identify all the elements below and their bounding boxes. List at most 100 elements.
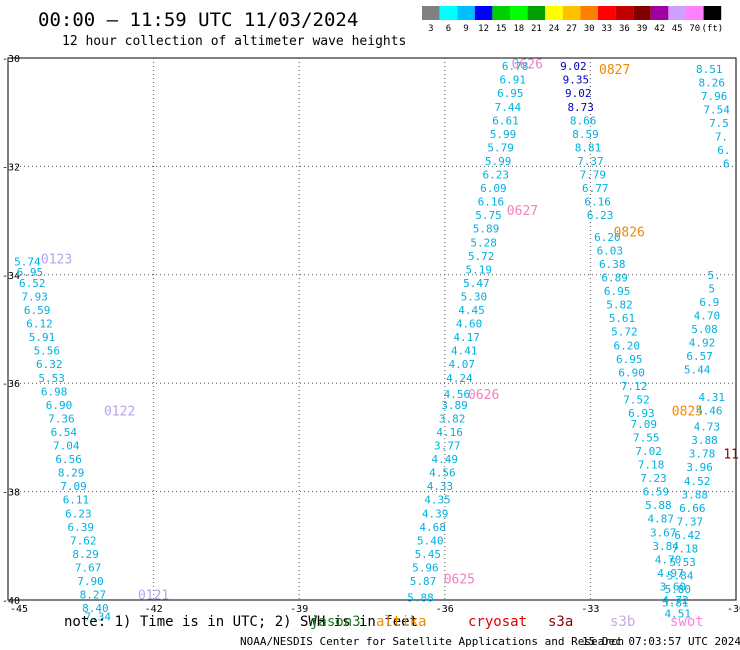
data-point-label: 5.47 bbox=[463, 277, 490, 290]
data-point-label: 4.56 bbox=[444, 388, 471, 401]
data-point-label: 7.79 bbox=[580, 169, 607, 182]
data-point-label: 4.51 bbox=[665, 608, 692, 621]
chart-subtitle: 12 hour collection of altimeter wave hei… bbox=[62, 34, 406, 49]
y-tick-label: -40 bbox=[2, 596, 20, 607]
x-tick-label: -39 bbox=[290, 604, 308, 615]
data-point-label: 6.89 bbox=[601, 272, 628, 285]
x-tick-label: -30 bbox=[727, 604, 740, 615]
legend-swatch bbox=[650, 6, 669, 20]
data-point-label: 8.29 bbox=[72, 548, 99, 561]
data-point-label: 5.82 bbox=[606, 299, 633, 312]
legend-label: 9 bbox=[463, 24, 468, 34]
data-point-label: 6.16 bbox=[478, 196, 505, 209]
data-point-label: 6.59 bbox=[24, 304, 51, 317]
data-point-label: 6.90 bbox=[46, 399, 73, 412]
data-point-label: 6.39 bbox=[68, 521, 95, 534]
chart-title: 00:00 – 11:59 UTC 11/03/2024 bbox=[38, 9, 358, 31]
data-point-label: 6.23 bbox=[65, 507, 92, 520]
data-point-label: 6.09 bbox=[480, 182, 507, 195]
data-point-label: 6.90 bbox=[618, 366, 645, 379]
legend-label: 6 bbox=[446, 24, 451, 34]
data-point-label: 3.77 bbox=[434, 440, 461, 453]
data-point-label: 4.24 bbox=[446, 372, 473, 385]
legend-swatch bbox=[633, 6, 651, 20]
data-point-label: 7.36 bbox=[48, 412, 75, 425]
legend-swatch bbox=[598, 6, 616, 20]
data-point-label: 3.88 bbox=[681, 488, 708, 501]
data-point-label: 7.52 bbox=[623, 393, 650, 406]
data-point-label: 5.08 bbox=[691, 323, 718, 336]
data-point-label: 7.54 bbox=[703, 103, 730, 116]
footer-note: note: 1) Time is in UTC; 2) SWH is in fe… bbox=[64, 614, 418, 630]
data-point-label: 5.53 bbox=[669, 556, 696, 569]
legend-swatch bbox=[492, 6, 510, 20]
data-point-label: 6.57 bbox=[686, 350, 713, 363]
pass-label: 11 bbox=[723, 448, 739, 463]
data-point-label: 8.81 bbox=[575, 141, 602, 154]
y-tick-label: -32 bbox=[2, 162, 20, 173]
data-point-label: 4.92 bbox=[689, 337, 716, 350]
data-point-label: 6.11 bbox=[63, 494, 90, 507]
data-point-label: 7.90 bbox=[77, 575, 104, 588]
legend-swatch bbox=[457, 6, 475, 20]
data-point-label: 5.61 bbox=[609, 312, 636, 325]
data-point-label: 5.44 bbox=[684, 364, 711, 377]
legend-swatch bbox=[527, 6, 546, 20]
data-point-label: 7.18 bbox=[638, 459, 665, 472]
data-point-label: 8.51 bbox=[696, 63, 723, 76]
data-point-label: 4.70 bbox=[655, 553, 682, 566]
data-point-label: 3.82 bbox=[439, 412, 466, 425]
data-point-label: 7.09 bbox=[631, 418, 658, 431]
legend-label: 27 bbox=[566, 24, 577, 34]
x-tick-label: -36 bbox=[436, 604, 454, 615]
legend-label: 33 bbox=[601, 24, 612, 34]
data-point-label: 6.9 bbox=[699, 296, 719, 309]
data-point-label: 6.95 bbox=[616, 353, 643, 366]
data-point-label: 6.98 bbox=[41, 385, 68, 398]
legend-swatch bbox=[510, 6, 528, 20]
data-point-label: 5.88 bbox=[645, 499, 672, 512]
data-point-label: 5.72 bbox=[468, 250, 495, 263]
legend-swatch bbox=[422, 6, 440, 20]
data-point-label: 4.68 bbox=[419, 521, 446, 534]
data-point-label: 7.5 bbox=[709, 117, 729, 130]
legend-swatch bbox=[668, 6, 686, 20]
data-point-label: 7.12 bbox=[621, 380, 648, 393]
data-point-label: 5.30 bbox=[461, 290, 488, 303]
data-point-label: 4.73 bbox=[694, 421, 721, 434]
data-point-label: 3.84 bbox=[652, 540, 679, 553]
legend-label: 36 bbox=[619, 24, 630, 34]
data-point-label: 4.97 bbox=[657, 567, 684, 580]
legend-swatch bbox=[580, 6, 598, 20]
data-point-label: 4.39 bbox=[422, 507, 449, 520]
data-point-label: 4.60 bbox=[456, 318, 483, 331]
x-tick-label: -45 bbox=[10, 604, 28, 615]
legend-swatch bbox=[545, 6, 563, 20]
data-point-label: 6.56 bbox=[55, 453, 82, 466]
data-point-label: 5.89 bbox=[473, 223, 500, 236]
pass-label: 0123 bbox=[41, 253, 72, 268]
footer-credit: NOAA/NESDIS Center for Satellite Applica… bbox=[240, 635, 624, 648]
grid-lines bbox=[8, 58, 736, 600]
data-point-label: 7.44 bbox=[495, 101, 522, 114]
data-point-label: 4.35 bbox=[424, 494, 451, 507]
data-point-label: 5.88 bbox=[407, 591, 434, 604]
data-point-label: 5.40 bbox=[417, 534, 444, 547]
data-point-label: 4.70 bbox=[694, 309, 721, 322]
data-point-label: 5.96 bbox=[412, 561, 439, 574]
pass-label: 0626 bbox=[512, 57, 543, 72]
pass-label: 0627 bbox=[507, 204, 538, 219]
data-point-label: 5.99 bbox=[485, 155, 512, 168]
data-point-label: 6.23 bbox=[483, 169, 510, 182]
data-point-label: 3.89 bbox=[441, 399, 468, 412]
data-point-label: 8.29 bbox=[58, 467, 85, 480]
data-point-label: 4.52 bbox=[684, 475, 711, 488]
data-point-label: 5.72 bbox=[611, 326, 638, 339]
legend-label: 30 bbox=[584, 24, 595, 34]
data-point-label: 5.56 bbox=[34, 345, 61, 358]
data-point-label: 5.19 bbox=[466, 263, 493, 276]
data-point-label: 6.95 bbox=[17, 266, 44, 279]
data-point-label: 5. bbox=[708, 269, 721, 282]
data-point-label: 4.17 bbox=[453, 331, 480, 344]
